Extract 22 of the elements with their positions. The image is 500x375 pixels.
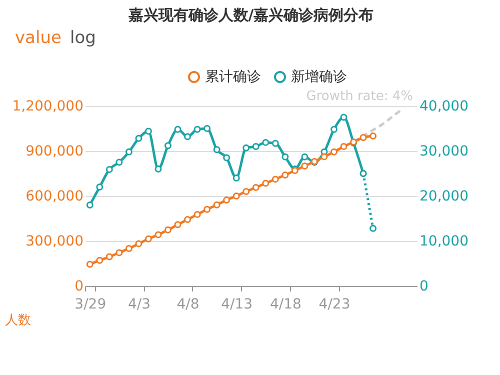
legend-label: 新增确诊 — [291, 69, 347, 85]
y2-tick-label: 10,000 — [420, 234, 468, 250]
x-tick-label: 3/29 — [74, 296, 106, 312]
y-tick-label: 900,000 — [26, 144, 84, 160]
text: log — [70, 28, 96, 48]
y-tick-label: 1,200,000 — [12, 98, 84, 114]
chart-title: 嘉兴现有确诊人数/嘉兴确诊病例分布 — [128, 6, 374, 24]
y2-tick-label: 40,000 — [420, 98, 468, 114]
x-tick-label: 4/23 — [318, 296, 350, 312]
y2-tick-label: 30,000 — [420, 144, 468, 160]
legend-label: 累计确诊 — [205, 69, 261, 85]
x-tick-label: 4/8 — [176, 296, 200, 312]
y2-tick-label: 20,000 — [420, 188, 468, 204]
y-tick-label: 300,000 — [26, 234, 84, 250]
x-tick-label: 4/13 — [221, 296, 253, 312]
y2-tick-label: 0 — [420, 278, 428, 294]
text: value — [15, 28, 62, 48]
x-tick-label: 4/18 — [270, 296, 302, 312]
x-tick-label: 4/3 — [128, 296, 150, 312]
y-tick-label: 0 — [74, 278, 84, 294]
y-axis-title: 人数 — [5, 313, 31, 328]
y-tick-label: 600,000 — [26, 188, 84, 204]
